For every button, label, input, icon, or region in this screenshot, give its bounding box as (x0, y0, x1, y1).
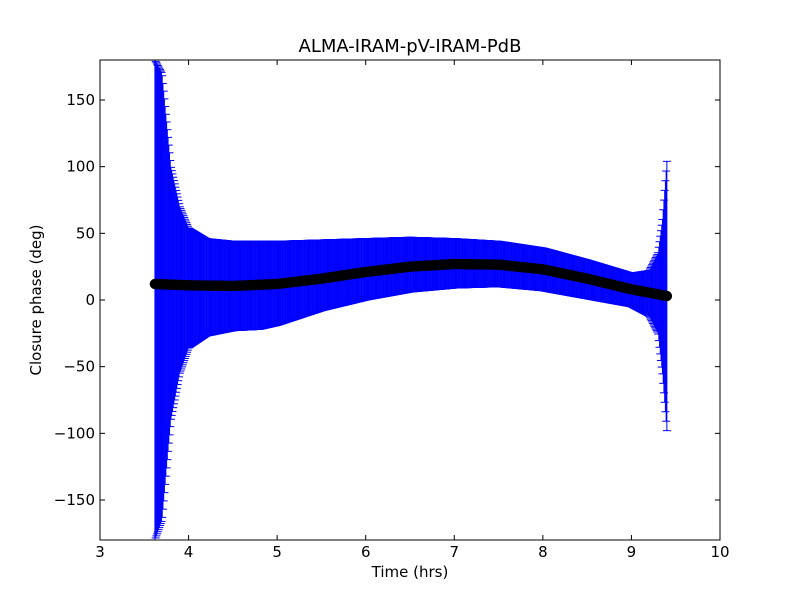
y-tick-label: −150 (54, 491, 95, 509)
plot-frame (99, 59, 721, 541)
chart-title: ALMA-IRAM-pV-IRAM-PdB (299, 36, 522, 57)
x-tick-label: 9 (627, 543, 637, 561)
x-tick-label: 6 (361, 543, 371, 561)
series-0 (149, 60, 673, 540)
x-tick-label: 5 (272, 543, 282, 561)
y-tick-label: −50 (63, 358, 95, 376)
y-tick-label: 0 (85, 291, 95, 309)
error-bars (150, 60, 671, 540)
y-tick-label: 50 (76, 224, 95, 242)
y-axis-label: Closure phase (deg) (27, 225, 45, 376)
x-tick-label: 3 (95, 543, 105, 561)
y-tick-label: −100 (54, 424, 95, 442)
x-tick-label: 4 (184, 543, 194, 561)
y-tick-label: 100 (66, 158, 95, 176)
x-tick-label: 10 (710, 543, 729, 561)
y-tick-label: 150 (66, 91, 95, 109)
x-axis-label: Time (hrs) (371, 563, 449, 581)
data-points (149, 258, 673, 302)
x-tick-label: 7 (450, 543, 460, 561)
data-point (661, 290, 673, 302)
x-tick-label: 8 (538, 543, 548, 561)
